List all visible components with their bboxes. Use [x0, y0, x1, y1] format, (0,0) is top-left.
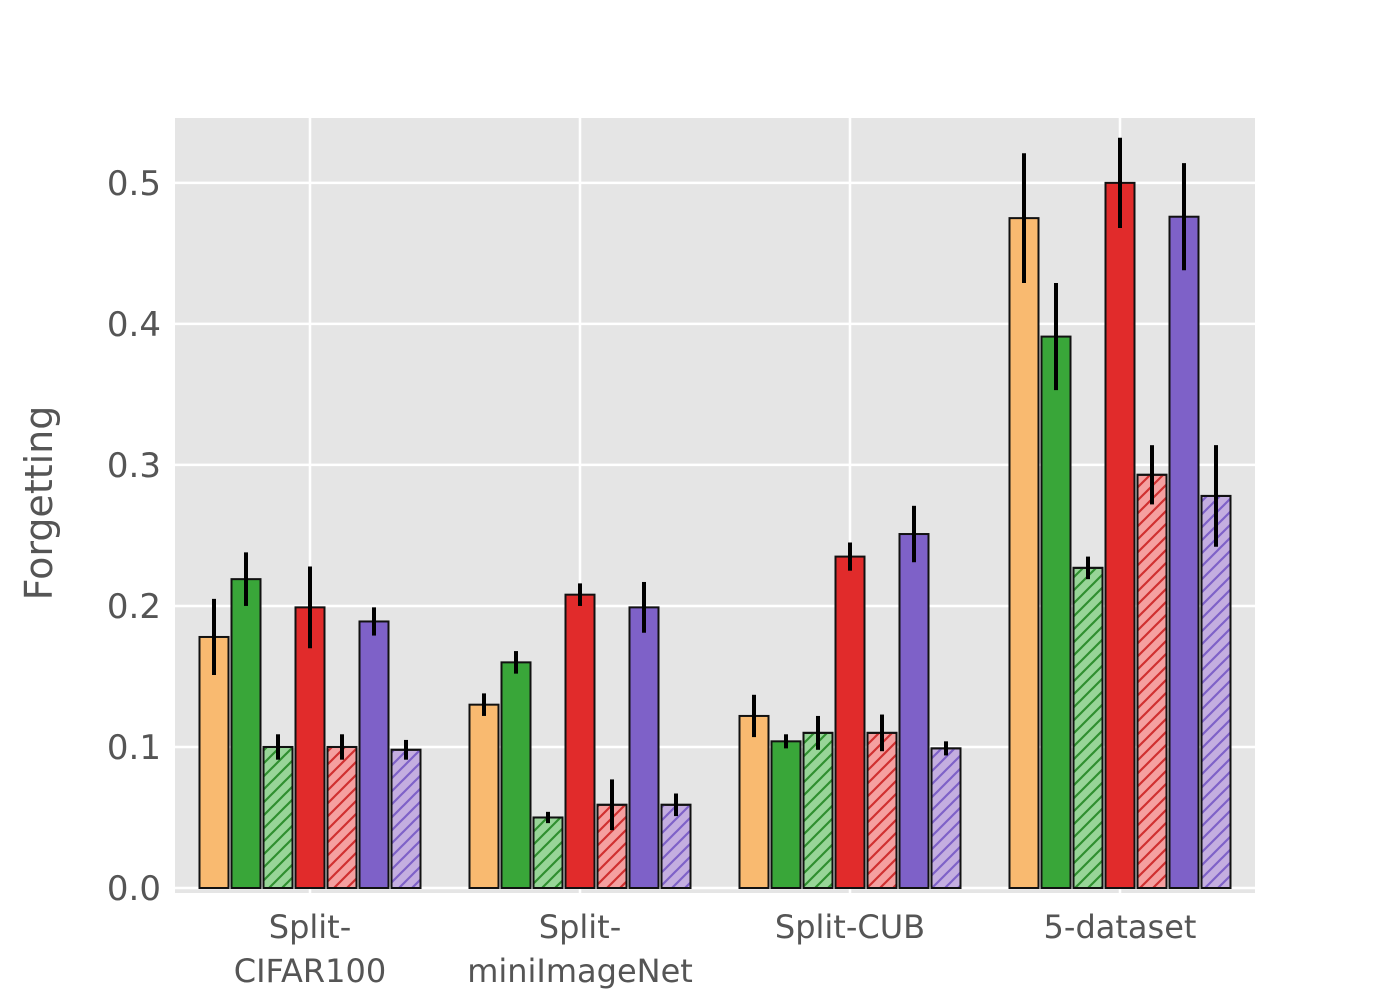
y-tick-label: 0.4: [107, 305, 161, 345]
x-tick-label: Split-: [539, 908, 622, 946]
y-tick-label: 0.3: [107, 446, 161, 486]
bar-hatch-green-hatched: [262, 745, 294, 889]
bar-hatch-green-hatched: [802, 731, 834, 889]
bar-red-solid: [564, 593, 596, 890]
bar-orange-solid: [198, 635, 230, 889]
x-tick-label: 5-dataset: [1044, 908, 1197, 946]
y-tick-label: 0.0: [107, 869, 161, 909]
bar-purple-solid: [1168, 215, 1200, 889]
bar-hatch-red-hatched: [326, 745, 358, 889]
bar-hatch-red-hatched: [1136, 473, 1168, 889]
bar-hatch-purple-hatched: [660, 803, 692, 889]
bar-purple-solid: [358, 620, 390, 889]
bar-hatch-green-hatched: [532, 816, 564, 889]
bar-green-solid: [230, 578, 262, 890]
bar-red-solid: [294, 606, 326, 889]
x-tick-label: Split-: [269, 908, 352, 946]
y-tick-label: 0.5: [107, 164, 161, 204]
bar-hatch-green-hatched: [1072, 566, 1104, 889]
bar-red-solid: [834, 555, 866, 889]
x-tick-label: miniImageNet: [467, 952, 693, 990]
bar-green-solid: [1040, 335, 1072, 890]
y-axis-label: Forgetting: [17, 406, 61, 601]
bar-red-solid: [1104, 181, 1136, 890]
x-tick-label: CIFAR100: [234, 952, 386, 990]
bar-hatch-purple-hatched: [1200, 494, 1232, 889]
bar-purple-solid: [628, 606, 660, 889]
y-tick-label: 0.1: [107, 728, 161, 768]
bar-hatch-purple-hatched: [930, 747, 962, 890]
bar-orange-solid: [468, 703, 500, 890]
x-tick-label: Split-CUB: [775, 908, 925, 946]
bar-hatch-red-hatched: [866, 731, 898, 889]
bar-green-solid: [500, 661, 532, 889]
y-tick-label: 0.2: [107, 587, 161, 627]
bar-orange-solid: [1008, 217, 1040, 889]
bar-green-solid: [770, 740, 802, 889]
bar-hatch-purple-hatched: [390, 748, 422, 889]
bar-orange-solid: [738, 714, 770, 890]
bar-purple-solid: [898, 533, 930, 889]
